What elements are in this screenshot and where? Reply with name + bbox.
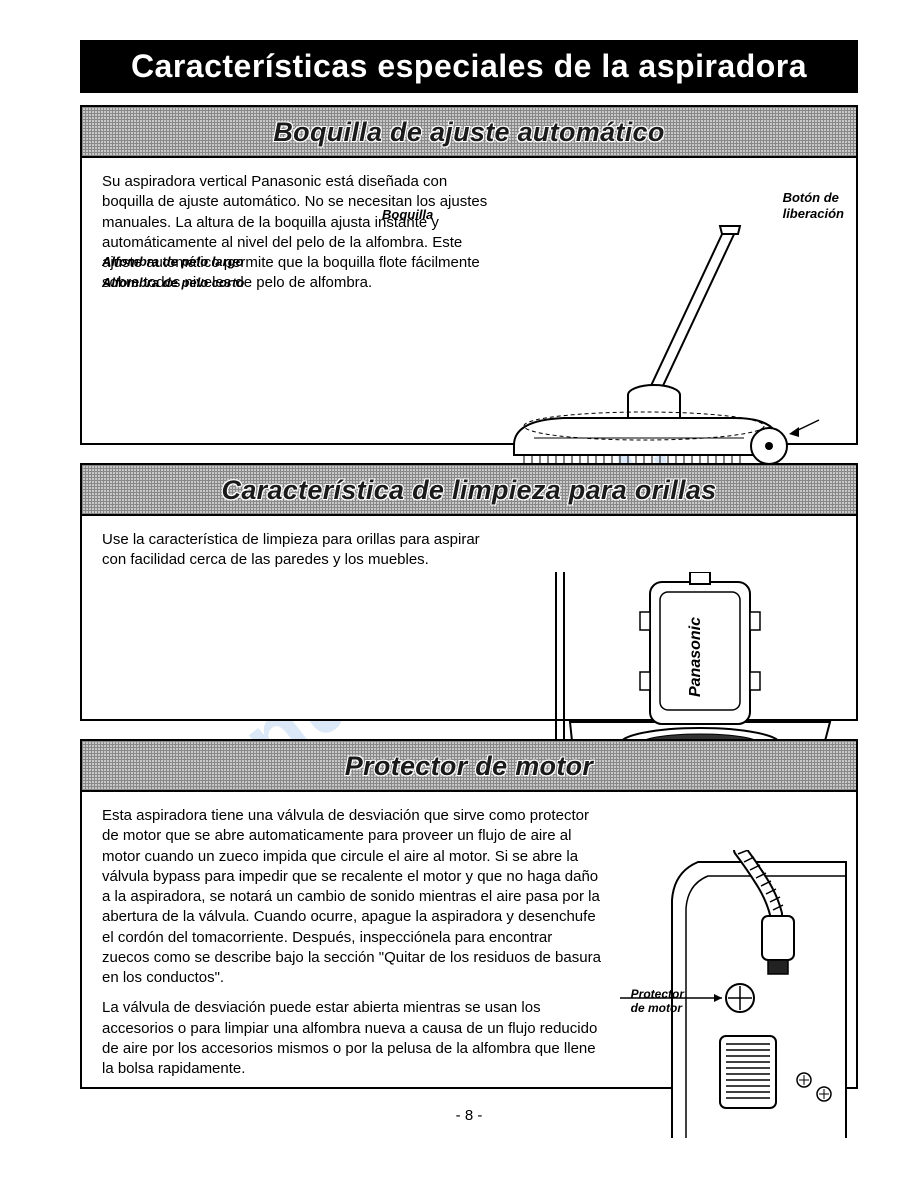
label-boton-l1: Botón de — [783, 190, 839, 205]
body-para-2: La válvula de desviación puede estar abi… — [102, 998, 602, 1079]
label-protector-l1: Protector — [631, 987, 684, 1001]
label-protector-l2: de motor — [631, 1001, 682, 1015]
page-title: Características especiales de la aspirad… — [80, 40, 858, 93]
body-para-1: Esta aspiradora tiene una válvula de des… — [102, 806, 602, 988]
label-pelo-corto: Alfombra de pelo corto — [102, 273, 244, 294]
heading-text: Boquilla de ajuste automático — [273, 117, 664, 147]
label-boton-l2: liberación — [783, 206, 844, 221]
label-boquilla: Boquilla — [382, 207, 433, 222]
section-boquilla: Boquilla de ajuste automático Su aspirad… — [80, 105, 858, 445]
section-heading: Boquilla de ajuste automático — [82, 107, 856, 158]
vacuum-nozzle-diagram — [484, 220, 844, 490]
svg-text:Panasonic: Panasonic — [687, 617, 704, 697]
section-heading: Característica de limpieza para orillas — [82, 465, 856, 516]
heading-text: Protector de motor — [345, 751, 593, 781]
section-body: Esta aspiradora tiene una válvula de des… — [82, 792, 856, 1093]
label-protector: Protector de motor — [631, 987, 684, 1016]
label-pelo-largo: Alfombra de pelo largo — [102, 252, 244, 273]
section-body: Su aspiradora vertical Panasonic está di… — [82, 158, 856, 308]
carpet-labels: Alfombra de pelo largo Alfombra de pelo … — [102, 252, 244, 294]
heading-text: Característica de limpieza para orillas — [222, 475, 717, 505]
section-protector: Protector de motor Esta aspiradora tiene… — [80, 739, 858, 1089]
section-orillas: Característica de limpieza para orillas … — [80, 463, 858, 721]
section-body: Use la característica de limpieza para o… — [82, 516, 856, 585]
label-boton: Botón de liberación — [783, 190, 844, 221]
section-heading: Protector de motor — [82, 741, 856, 792]
body-text: Use la característica de limpieza para o… — [102, 530, 497, 571]
